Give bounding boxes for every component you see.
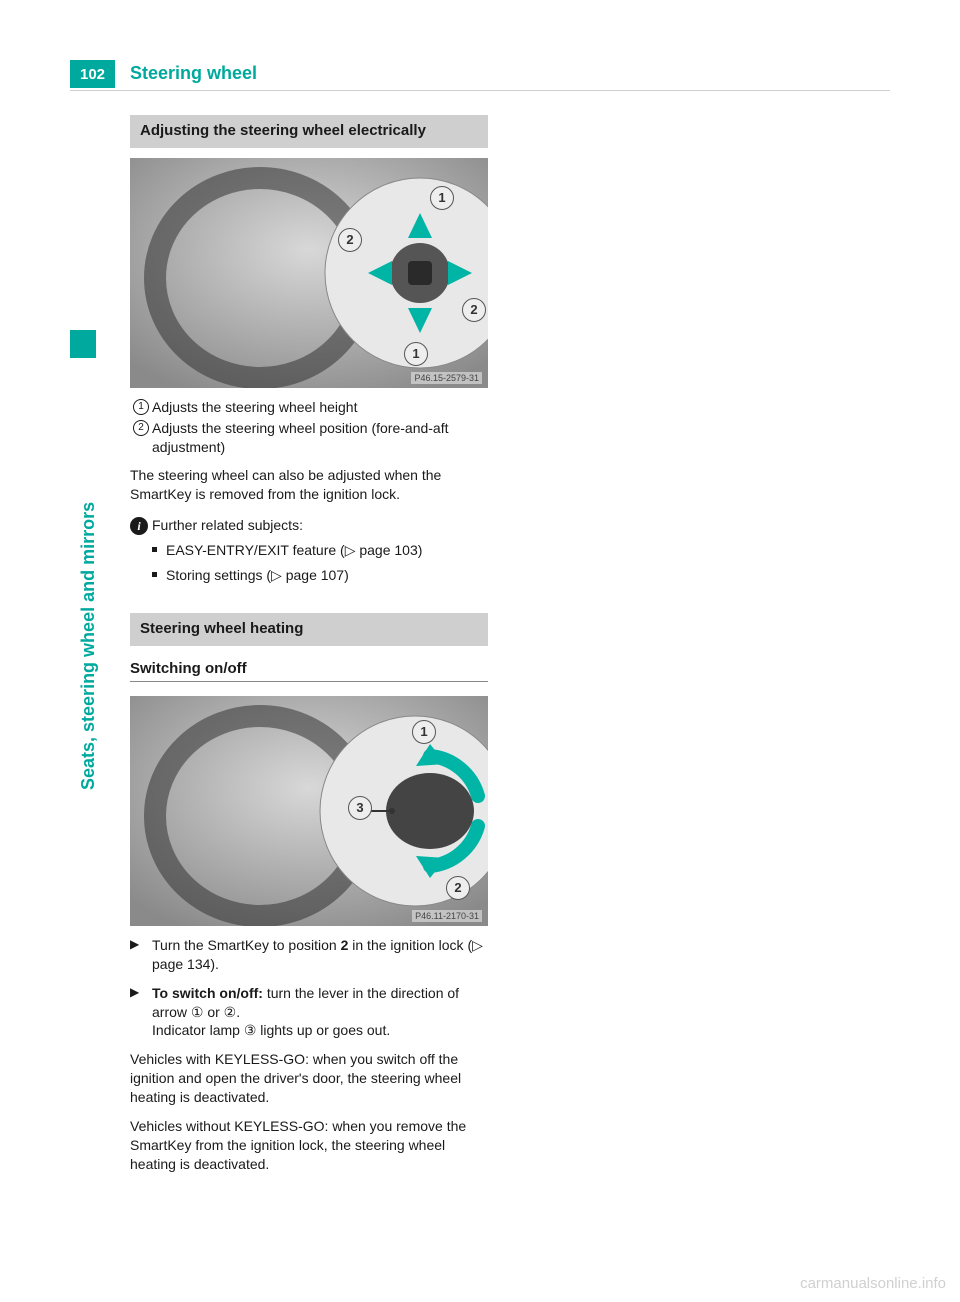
section-heading-heating: Steering wheel heating <box>130 613 488 646</box>
legend-1: 1 Adjusts the steering wheel height 2 Ad… <box>130 398 488 457</box>
subheading-switching: Switching on/off <box>130 660 488 682</box>
circled-1-icon: 1 <box>133 399 149 415</box>
legend-text: Adjusts the steering wheel position (for… <box>152 419 488 457</box>
legend-marker: 2 <box>130 419 152 457</box>
info-icon: i <box>130 516 152 535</box>
figure-code-1: P46.15-2579-31 <box>411 372 482 384</box>
page-title: Steering wheel <box>130 63 257 84</box>
legend-row: 1 Adjusts the steering wheel height <box>130 398 488 417</box>
page-number-box: 102 <box>70 60 115 88</box>
para-adjust-note: The steering wheel can also be adjusted … <box>130 466 488 504</box>
step-arrow-icon: ▶ <box>130 984 152 1041</box>
watermark: carmanualsonline.info <box>800 1275 946 1292</box>
callout-1: 1 <box>412 720 436 744</box>
callout-2-right: 2 <box>462 298 486 322</box>
list-item: Storing settings (▷ page 107) <box>152 566 488 585</box>
section-heading-adjusting: Adjusting the steering wheel electricall… <box>130 115 488 148</box>
para-keyless-go: Vehicles with KEYLESS-GO: when you switc… <box>130 1050 488 1107</box>
step-text: Turn the SmartKey to position 2 in the i… <box>152 936 488 974</box>
list-item: EASY-ENTRY/EXIT feature (▷ page 103) <box>152 541 488 560</box>
side-tab <box>70 330 96 358</box>
step-arrow-icon: ▶ <box>130 936 152 974</box>
info-block: i Further related subjects: <box>130 516 488 535</box>
figure-steering-adjust: 1 2 2 1 P46.15-2579-31 <box>130 158 488 388</box>
side-section-label: Seats, steering wheel and mirrors <box>78 502 99 790</box>
callout-3: 3 <box>348 796 372 820</box>
step-text: To switch on/off: turn the lever in the … <box>152 984 488 1041</box>
related-subjects-list: EASY-ENTRY/EXIT feature (▷ page 103) Sto… <box>152 541 488 585</box>
callout-2: 2 <box>446 876 470 900</box>
page-number: 102 <box>80 66 105 83</box>
step: ▶ To switch on/off: turn the lever in th… <box>130 984 488 1041</box>
para-without-keyless-go: Vehicles without KEYLESS-GO: when you re… <box>130 1117 488 1174</box>
step: ▶ Turn the SmartKey to position 2 in the… <box>130 936 488 974</box>
figure-code-2: P46.11-2170-31 <box>412 910 482 922</box>
content-column: Adjusting the steering wheel electricall… <box>130 115 488 1174</box>
circled-2-icon: 2 <box>133 420 149 436</box>
callout-1-bottom: 1 <box>404 342 428 366</box>
callout-2-left: 2 <box>338 228 362 252</box>
legend-row: 2 Adjusts the steering wheel position (f… <box>130 419 488 457</box>
legend-text: Adjusts the steering wheel height <box>152 398 357 417</box>
info-label: Further related subjects: <box>152 516 303 535</box>
callout-1-top: 1 <box>430 186 454 210</box>
figure-steering-heating: 1 3 2 P46.11-2170-31 <box>130 696 488 926</box>
header-rule <box>70 90 890 91</box>
legend-marker: 1 <box>130 398 152 417</box>
page-header: 102 Steering wheel <box>0 60 960 96</box>
